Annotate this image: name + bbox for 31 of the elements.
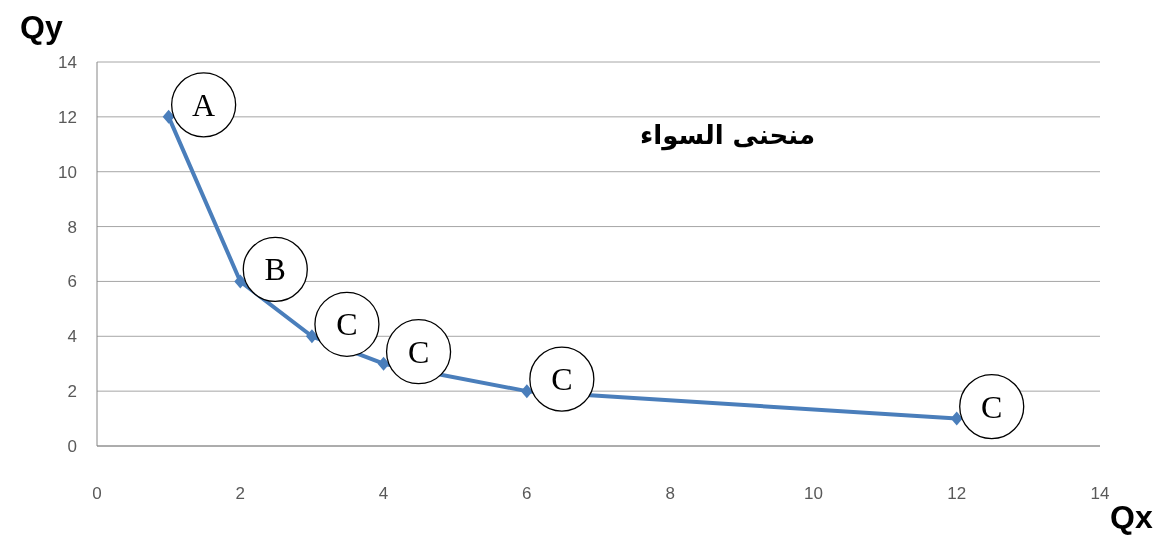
- x-tick-label: 0: [92, 484, 102, 503]
- y-tick-label: 6: [67, 272, 77, 292]
- y-axis-title: Qy: [20, 9, 63, 45]
- y-tick-label: 8: [67, 217, 77, 237]
- y-tick-label: 12: [58, 107, 77, 127]
- x-tick-label: 14: [1090, 484, 1110, 503]
- x-axis-title: Qx: [1110, 499, 1153, 535]
- point: [234, 274, 247, 289]
- point: [520, 384, 533, 399]
- x-tick-label: 4: [378, 484, 389, 503]
- y-tick-label: 4: [67, 327, 77, 347]
- annotation: C: [981, 388, 1003, 425]
- x-tick-label: 12: [947, 484, 967, 503]
- text: منحنى السواء: [639, 120, 815, 152]
- annotation: C: [336, 306, 358, 343]
- y-tick-label: 10: [58, 162, 77, 182]
- x-tick-label: 6: [522, 484, 532, 503]
- point: [305, 329, 318, 344]
- x-tick-label: 2: [235, 484, 246, 503]
- x-tick-label: 10: [803, 484, 823, 503]
- y-tick-label: 2: [67, 382, 77, 402]
- annotation: C: [407, 333, 430, 370]
- y-tick-label: 14: [58, 53, 77, 72]
- point: [377, 356, 390, 371]
- point: [950, 411, 963, 426]
- annotation: B: [264, 251, 286, 288]
- y-tick-label: 0: [67, 437, 77, 456]
- annotation: C: [551, 361, 573, 398]
- point: [162, 109, 175, 124]
- annotation: A: [192, 86, 216, 123]
- x-tick-label: 8: [665, 484, 675, 503]
